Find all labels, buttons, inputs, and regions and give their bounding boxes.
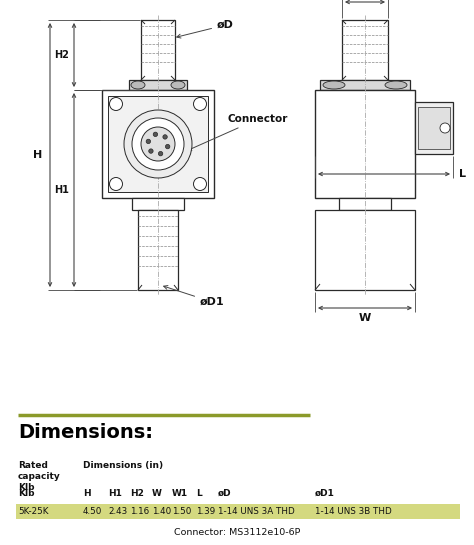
Text: 2.43: 2.43 bbox=[108, 507, 127, 516]
Text: øD1: øD1 bbox=[164, 286, 225, 307]
Text: øD1: øD1 bbox=[315, 489, 335, 498]
Text: 1.39: 1.39 bbox=[196, 507, 215, 516]
Bar bbox=[16, 504, 460, 519]
Text: 5K-25K: 5K-25K bbox=[18, 507, 48, 516]
Bar bbox=[415, 102, 453, 154]
Circle shape bbox=[163, 135, 167, 139]
Circle shape bbox=[109, 178, 122, 191]
Text: Connector: MS3112e10-6P: Connector: MS3112e10-6P bbox=[174, 528, 300, 537]
Text: 1-14 UNS 3A THD: 1-14 UNS 3A THD bbox=[218, 507, 295, 516]
Text: H1: H1 bbox=[55, 185, 69, 195]
Text: 1-14 UNS 3B THD: 1-14 UNS 3B THD bbox=[315, 507, 392, 516]
Bar bbox=[320, 80, 410, 90]
Text: L: L bbox=[196, 489, 202, 498]
Ellipse shape bbox=[171, 81, 185, 89]
Text: Dimensions (in): Dimensions (in) bbox=[83, 461, 163, 470]
Text: Klb: Klb bbox=[18, 489, 35, 498]
Circle shape bbox=[132, 118, 184, 170]
Text: øD: øD bbox=[177, 20, 234, 38]
Circle shape bbox=[109, 98, 122, 111]
Text: 4.50: 4.50 bbox=[83, 507, 102, 516]
Text: L: L bbox=[459, 169, 466, 179]
Circle shape bbox=[193, 178, 207, 191]
Circle shape bbox=[153, 132, 158, 137]
Text: Dimensions:: Dimensions: bbox=[18, 423, 153, 442]
Text: W: W bbox=[359, 313, 371, 323]
Circle shape bbox=[158, 152, 163, 156]
Bar bbox=[132, 198, 184, 210]
Text: øD: øD bbox=[218, 489, 232, 498]
Bar bbox=[138, 210, 178, 290]
Bar bbox=[342, 20, 388, 80]
Ellipse shape bbox=[385, 81, 407, 89]
Circle shape bbox=[146, 139, 151, 144]
Text: H2: H2 bbox=[130, 489, 144, 498]
Text: 1.40: 1.40 bbox=[152, 507, 171, 516]
Bar bbox=[315, 210, 415, 290]
Bar bbox=[315, 90, 415, 198]
Bar bbox=[108, 96, 208, 192]
Circle shape bbox=[165, 144, 170, 149]
Bar bbox=[102, 90, 214, 198]
Text: Connector: Connector bbox=[188, 114, 288, 150]
Text: H: H bbox=[83, 489, 91, 498]
Circle shape bbox=[193, 98, 207, 111]
Circle shape bbox=[440, 123, 450, 133]
Circle shape bbox=[124, 110, 192, 178]
Bar bbox=[339, 198, 391, 210]
Ellipse shape bbox=[131, 81, 145, 89]
Text: H2: H2 bbox=[55, 50, 69, 60]
Bar bbox=[418, 107, 450, 149]
Bar bbox=[129, 80, 187, 90]
Ellipse shape bbox=[323, 81, 345, 89]
Text: H1: H1 bbox=[108, 489, 122, 498]
Circle shape bbox=[141, 127, 175, 161]
Text: W: W bbox=[152, 489, 162, 498]
Text: 1.16: 1.16 bbox=[130, 507, 149, 516]
Bar bbox=[141, 20, 175, 80]
Text: Rated
capacity
Klb: Rated capacity Klb bbox=[18, 461, 61, 492]
Text: H: H bbox=[33, 150, 43, 160]
Text: 1.50: 1.50 bbox=[172, 507, 191, 516]
Circle shape bbox=[149, 149, 153, 153]
Text: W1: W1 bbox=[172, 489, 188, 498]
